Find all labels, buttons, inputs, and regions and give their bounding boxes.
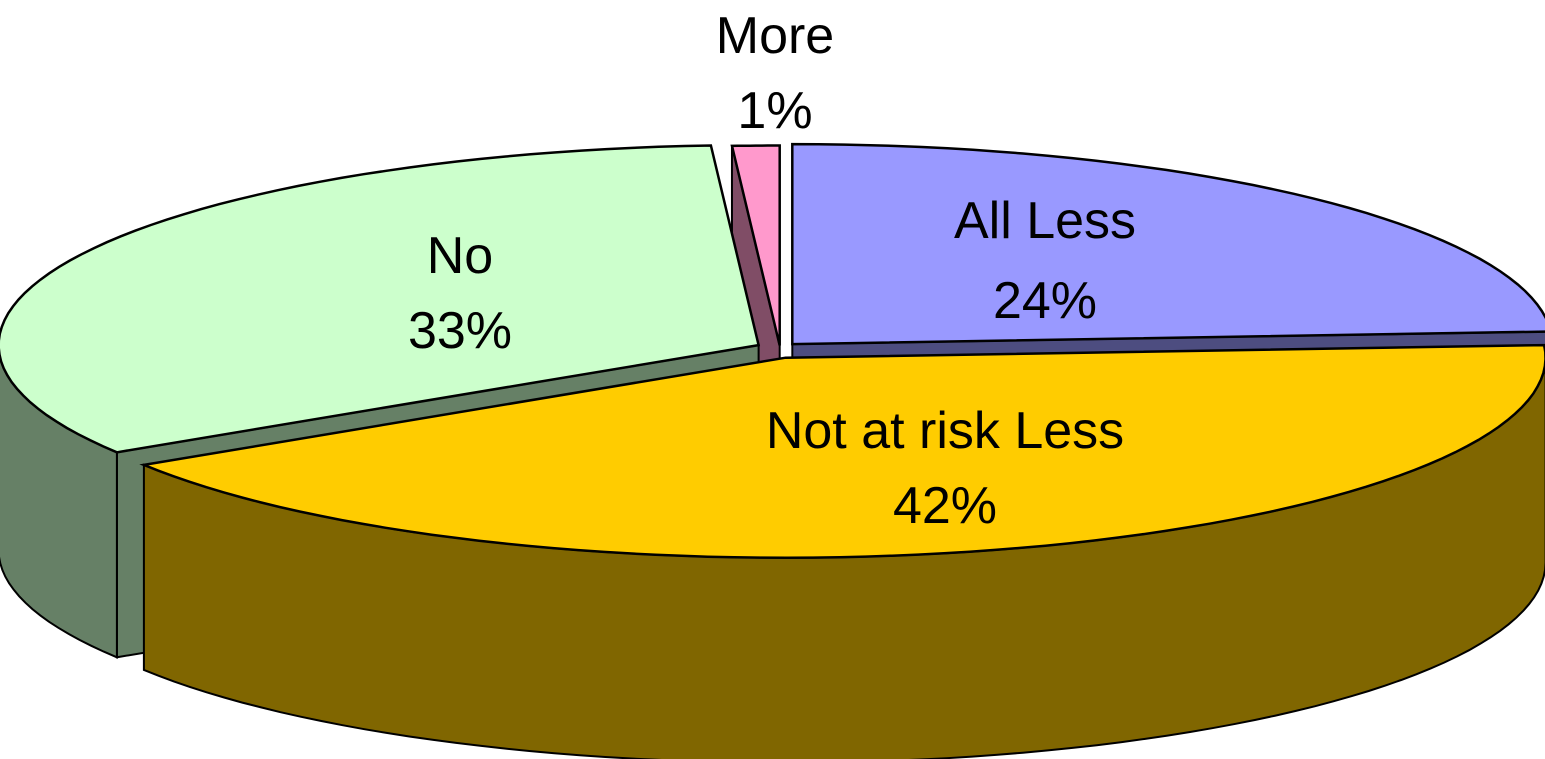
slice-labels: All Less 24% Not at risk Less 42% No 33% More 1… bbox=[408, 7, 1136, 535]
slice-label-percent: 42% bbox=[893, 477, 997, 535]
slice-not-at-risk-less bbox=[139, 343, 1545, 559]
slice-no bbox=[0, 144, 761, 454]
slice-tops bbox=[0, 142, 1545, 559]
slice-label-percent: 24% bbox=[993, 272, 1097, 330]
slice-label-category: More bbox=[716, 7, 834, 65]
slice-label-percent: 33% bbox=[408, 302, 512, 360]
slice-label-percent: 1% bbox=[737, 82, 812, 140]
slice-label-category: All Less bbox=[954, 192, 1136, 250]
slice-label-category: No bbox=[427, 227, 493, 285]
slice-more bbox=[730, 144, 781, 346]
slice-all-less bbox=[791, 142, 1545, 346]
slice-label-category: Not at risk Less bbox=[766, 402, 1124, 460]
